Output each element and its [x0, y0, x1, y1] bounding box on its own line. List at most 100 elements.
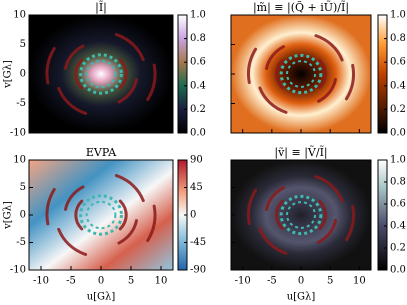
- y-tick-label: 10: [13, 10, 26, 21]
- colorbar-tick-label: 90: [190, 155, 203, 166]
- x-tick-label: -10: [33, 276, 49, 287]
- uv-circle: [79, 53, 123, 95]
- y-axis-label: v[Gλ]: [3, 60, 14, 89]
- uv-track: [74, 199, 84, 231]
- y-tick-label: 0: [20, 210, 26, 221]
- uv-circle: [279, 53, 323, 95]
- heatmap: [29, 15, 173, 133]
- uv-track: [275, 200, 284, 230]
- y-tick-label: 0: [20, 69, 26, 80]
- heatmap-image: [231, 160, 371, 270]
- colorbar: [377, 14, 388, 134]
- heatmap: [29, 160, 173, 270]
- y-tick-label: -5: [16, 98, 26, 109]
- x-tick-label: 0: [298, 276, 304, 287]
- y-tick-label: 10: [13, 155, 26, 166]
- y-tick-label: 5: [20, 39, 26, 50]
- uv-track: [258, 227, 288, 255]
- y-axis-label: v[Gλ]: [3, 201, 14, 230]
- colorbar-tick-label: 1.0: [190, 10, 206, 21]
- colorbar-tick-label: 0.8: [390, 33, 406, 44]
- uv-track: [344, 63, 355, 101]
- uv-track: [74, 58, 84, 90]
- uv-circle: [85, 200, 117, 230]
- uv-track: [344, 204, 355, 242]
- colorbar-tick-label: 0.4: [390, 80, 406, 91]
- heatmap: [231, 160, 371, 270]
- colorbar: [177, 14, 188, 134]
- colorbar-tick-label: 0.8: [190, 33, 206, 44]
- heatmap: [231, 15, 371, 133]
- y-tick-label: -10: [10, 128, 26, 139]
- y-tick-label: 5: [20, 182, 26, 193]
- panel-title: |Ĩ|: [95, 0, 107, 15]
- uv-track: [118, 199, 128, 231]
- colorbar-tick-label: 0.6: [190, 57, 206, 68]
- heatmap-image: [29, 15, 173, 133]
- x-tick-label: -10: [235, 276, 251, 287]
- uv-circle: [79, 194, 123, 236]
- uv-track: [258, 86, 288, 114]
- uv-track: [64, 44, 85, 70]
- colorbar-tick-label: 0.0: [390, 128, 406, 139]
- panel-title: EVPA: [86, 146, 117, 159]
- uv-track: [45, 47, 56, 85]
- uv-track: [117, 219, 138, 245]
- x-axis-label: u[Gλ]: [87, 292, 116, 303]
- uv-track: [318, 59, 327, 89]
- colorbar-tick-label: 0.8: [390, 177, 406, 188]
- colorbar-tick-label: 0.0: [190, 128, 206, 139]
- colorbar-tick-label: 1.0: [390, 155, 406, 166]
- uv-track: [45, 188, 56, 226]
- uv-track: [265, 45, 285, 71]
- uv-track: [318, 200, 327, 230]
- colorbar-tick-label: 0: [190, 210, 196, 221]
- uv-track: [57, 227, 88, 256]
- uv-track: [118, 58, 128, 90]
- uv-track: [64, 185, 85, 211]
- uv-circle: [286, 201, 316, 229]
- uv-track: [247, 188, 258, 226]
- colorbar-tick-label: 0.2: [390, 243, 406, 254]
- x-tick-label: 0: [98, 276, 104, 287]
- uv-track: [247, 47, 258, 85]
- colorbar-tick-label: 1.0: [390, 10, 406, 21]
- uv-track: [114, 33, 145, 62]
- uv-track: [146, 63, 157, 101]
- colorbar: [377, 159, 388, 271]
- uv-track: [314, 34, 344, 62]
- x-tick-label: -5: [66, 276, 76, 287]
- y-tick-label: -10: [10, 265, 26, 276]
- x-tick-label: 10: [353, 276, 366, 287]
- uv-track: [114, 174, 145, 203]
- heatmap-image: [29, 160, 173, 270]
- uv-track: [57, 86, 88, 115]
- heatmap-image: [231, 15, 371, 133]
- uv-track: [117, 78, 138, 104]
- uv-track: [146, 204, 157, 242]
- uv-circle: [279, 194, 323, 236]
- uv-track: [314, 175, 344, 203]
- panel-title: |m̃| ≡ |(Q̃ + iŨ)/Ĩ|: [253, 0, 349, 15]
- x-axis-label: u[Gλ]: [287, 292, 316, 303]
- uv-track: [317, 77, 337, 103]
- colorbar-tick-label: 0.2: [390, 104, 406, 115]
- y-tick-label: -5: [16, 237, 26, 248]
- x-tick-label: -5: [267, 276, 277, 287]
- colorbar-tick-label: 0.6: [390, 199, 406, 210]
- colorbar-tick-label: 0.6: [390, 57, 406, 68]
- colorbar-tick-label: 45: [190, 182, 203, 193]
- colorbar-tick-label: 0.4: [190, 80, 206, 91]
- colorbar-tick-label: -90: [190, 265, 206, 276]
- panel-title: |ṽ| ≡ |Ṽ/Ĩ|: [274, 145, 327, 160]
- uv-track: [265, 186, 285, 212]
- uv-track: [317, 218, 337, 244]
- colorbar-tick-label: 0.2: [190, 104, 206, 115]
- uv-track: [275, 59, 284, 89]
- colorbar-tick-label: -45: [190, 237, 206, 248]
- uv-circle: [286, 60, 316, 88]
- colorbar-tick-label: 0.0: [390, 265, 406, 276]
- uv-circle: [85, 59, 117, 89]
- x-tick-label: 10: [155, 276, 168, 287]
